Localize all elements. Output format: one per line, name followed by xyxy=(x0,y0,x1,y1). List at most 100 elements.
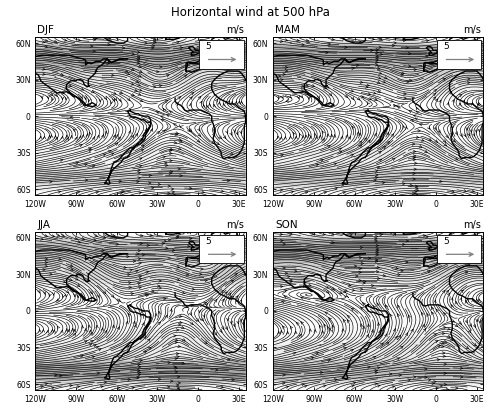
FancyArrowPatch shape xyxy=(460,290,464,293)
FancyArrowPatch shape xyxy=(414,115,416,117)
FancyArrowPatch shape xyxy=(378,192,382,194)
FancyArrowPatch shape xyxy=(102,249,104,252)
FancyArrowPatch shape xyxy=(190,304,194,307)
FancyArrowPatch shape xyxy=(96,191,98,194)
FancyArrowPatch shape xyxy=(360,81,363,83)
FancyArrowPatch shape xyxy=(377,81,380,84)
FancyArrowPatch shape xyxy=(133,321,136,324)
FancyArrowPatch shape xyxy=(416,107,418,110)
FancyArrowPatch shape xyxy=(444,340,446,342)
FancyArrowPatch shape xyxy=(227,179,230,182)
FancyArrowPatch shape xyxy=(302,44,304,46)
FancyArrowPatch shape xyxy=(433,93,436,96)
FancyArrowPatch shape xyxy=(234,129,236,132)
FancyArrowPatch shape xyxy=(290,326,292,329)
FancyArrowPatch shape xyxy=(177,279,180,281)
FancyArrowPatch shape xyxy=(361,307,364,310)
FancyArrowPatch shape xyxy=(314,134,316,137)
FancyArrowPatch shape xyxy=(156,111,160,114)
FancyArrowPatch shape xyxy=(362,191,364,193)
FancyArrowPatch shape xyxy=(138,93,140,96)
FancyArrowPatch shape xyxy=(398,314,400,317)
FancyArrowPatch shape xyxy=(326,286,328,288)
FancyArrowPatch shape xyxy=(406,261,408,263)
FancyArrowPatch shape xyxy=(213,326,215,328)
FancyArrowPatch shape xyxy=(42,41,45,43)
FancyArrowPatch shape xyxy=(462,101,464,103)
FancyArrowPatch shape xyxy=(316,136,318,139)
FancyArrowPatch shape xyxy=(416,136,419,138)
FancyArrowPatch shape xyxy=(428,247,430,249)
FancyArrowPatch shape xyxy=(220,385,224,388)
FancyArrowPatch shape xyxy=(114,98,116,101)
FancyArrowPatch shape xyxy=(376,235,378,238)
FancyArrowPatch shape xyxy=(402,182,405,185)
FancyArrowPatch shape xyxy=(348,320,350,323)
FancyArrowPatch shape xyxy=(295,136,298,139)
FancyArrowPatch shape xyxy=(62,97,64,99)
FancyArrowPatch shape xyxy=(390,100,393,102)
FancyArrowPatch shape xyxy=(147,244,150,246)
FancyArrowPatch shape xyxy=(278,75,280,77)
FancyArrowPatch shape xyxy=(352,127,354,129)
FancyArrowPatch shape xyxy=(468,133,470,136)
FancyArrowPatch shape xyxy=(110,101,113,103)
FancyArrowPatch shape xyxy=(300,95,302,98)
FancyArrowPatch shape xyxy=(282,374,285,376)
FancyArrowPatch shape xyxy=(112,98,114,101)
FancyArrowPatch shape xyxy=(118,137,120,140)
FancyArrowPatch shape xyxy=(468,81,470,84)
FancyArrowPatch shape xyxy=(178,345,180,347)
FancyArrowPatch shape xyxy=(75,278,78,280)
FancyArrowPatch shape xyxy=(465,301,468,303)
FancyArrowPatch shape xyxy=(219,136,222,139)
FancyArrowPatch shape xyxy=(375,371,378,374)
FancyArrowPatch shape xyxy=(459,103,462,106)
FancyArrowPatch shape xyxy=(470,129,472,132)
FancyArrowPatch shape xyxy=(208,103,211,106)
FancyArrowPatch shape xyxy=(70,385,72,387)
FancyArrowPatch shape xyxy=(455,158,458,160)
Text: m/s: m/s xyxy=(464,220,481,230)
FancyArrowPatch shape xyxy=(368,366,370,368)
FancyArrowPatch shape xyxy=(377,385,380,387)
FancyArrowPatch shape xyxy=(282,267,285,269)
FancyArrowPatch shape xyxy=(418,129,420,132)
FancyArrowPatch shape xyxy=(214,313,216,316)
FancyArrowPatch shape xyxy=(44,292,46,294)
FancyArrowPatch shape xyxy=(118,387,120,389)
FancyArrowPatch shape xyxy=(408,65,411,67)
FancyArrowPatch shape xyxy=(63,281,66,283)
FancyArrowPatch shape xyxy=(470,243,472,246)
FancyArrowPatch shape xyxy=(125,70,128,72)
FancyArrowPatch shape xyxy=(52,98,54,100)
FancyArrowPatch shape xyxy=(374,98,377,100)
FancyArrowPatch shape xyxy=(288,276,290,278)
FancyArrowPatch shape xyxy=(73,329,76,332)
FancyArrowPatch shape xyxy=(280,239,283,242)
FancyArrowPatch shape xyxy=(67,284,70,287)
FancyArrowPatch shape xyxy=(282,73,286,75)
FancyArrowPatch shape xyxy=(373,356,376,359)
FancyArrowPatch shape xyxy=(378,367,380,369)
FancyArrowPatch shape xyxy=(465,320,468,323)
FancyArrowPatch shape xyxy=(56,137,58,140)
FancyArrowPatch shape xyxy=(342,184,344,186)
FancyArrowPatch shape xyxy=(131,68,134,70)
FancyArrowPatch shape xyxy=(137,57,140,60)
FancyArrowPatch shape xyxy=(470,45,472,47)
FancyArrowPatch shape xyxy=(235,101,238,104)
FancyArrowPatch shape xyxy=(70,264,72,266)
FancyArrowPatch shape xyxy=(415,118,418,120)
FancyArrowPatch shape xyxy=(346,135,348,137)
FancyArrowPatch shape xyxy=(139,158,142,160)
FancyArrowPatch shape xyxy=(302,383,304,386)
FancyArrowPatch shape xyxy=(126,255,129,258)
FancyArrowPatch shape xyxy=(432,382,434,385)
FancyArrowPatch shape xyxy=(230,132,232,135)
FancyArrowPatch shape xyxy=(478,320,481,323)
FancyArrowPatch shape xyxy=(395,336,397,339)
FancyArrowPatch shape xyxy=(433,97,436,100)
FancyArrowPatch shape xyxy=(447,40,450,43)
FancyArrowPatch shape xyxy=(348,284,350,287)
